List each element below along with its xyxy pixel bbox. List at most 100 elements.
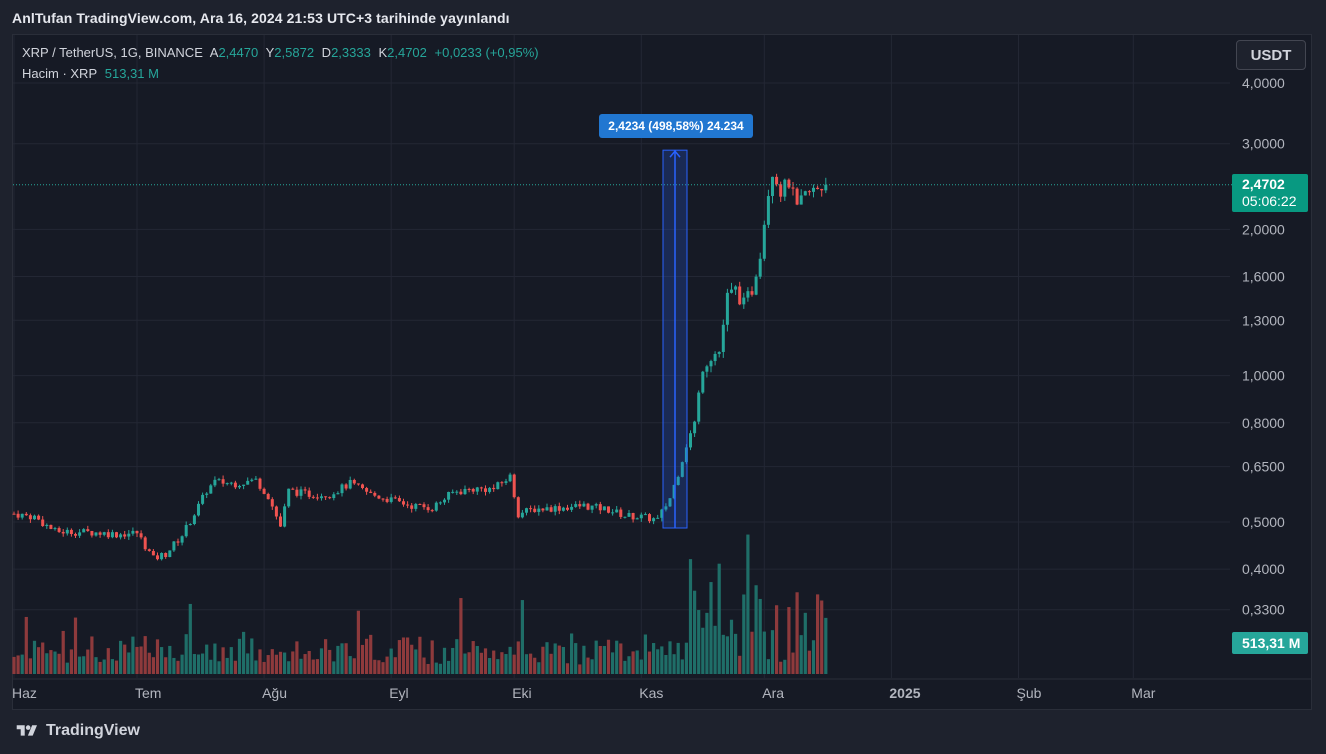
volume-bar (24, 616, 28, 674)
volume-bar (98, 661, 102, 674)
candle-body (791, 187, 795, 189)
candle-body (180, 536, 184, 543)
candle-body (541, 508, 545, 511)
measure-arrow-head (669, 149, 681, 158)
candle-body (779, 184, 783, 197)
volume-bar (414, 649, 418, 674)
candle-body (443, 499, 446, 503)
low-label: D (321, 45, 332, 60)
volume-bar (623, 660, 627, 674)
volume-bar (217, 661, 221, 674)
volume-bar (656, 649, 660, 674)
volume-bar (750, 631, 754, 674)
candle-body (492, 487, 496, 490)
x-tick-label: Eki (512, 685, 531, 701)
volume-bar (299, 658, 303, 674)
candle-body (754, 276, 758, 295)
volume-bar (631, 651, 635, 674)
candle-body (299, 489, 303, 496)
volume-bar (250, 638, 254, 674)
volume-bar (53, 651, 57, 674)
candle-body (397, 498, 401, 502)
candle-body (254, 478, 258, 480)
candle-body (488, 487, 492, 492)
last-price-badge: 2,4702 05:06:22 (1232, 174, 1308, 212)
candle-body (69, 529, 73, 535)
volume-bar (725, 636, 729, 674)
y-tick-label: 1,3000 (1242, 312, 1285, 328)
volume-bar (168, 645, 172, 674)
candle-body (45, 524, 49, 527)
candle-body (57, 528, 61, 532)
volume-bar (225, 657, 229, 674)
footer-brand-label: TradingView (46, 722, 140, 739)
candle-body (279, 516, 282, 527)
volume-bar (78, 656, 82, 674)
footer-brand[interactable]: TradingView (14, 722, 140, 740)
candle-body (287, 488, 291, 507)
candle-body (771, 176, 774, 197)
candle-body (434, 502, 438, 511)
candle-body (98, 532, 102, 535)
candle-body (24, 513, 28, 516)
candle-body (721, 324, 725, 352)
volume-bar (209, 659, 213, 674)
x-tick-label: Şub (1017, 685, 1042, 701)
volume-bar (672, 654, 676, 674)
volume-bar (61, 630, 65, 674)
volume-bar (713, 625, 717, 674)
candle-body (143, 537, 147, 550)
volume-bar (123, 644, 127, 674)
volume-bar (693, 590, 697, 674)
candle-body (393, 497, 397, 499)
volume-bar (590, 659, 594, 674)
candle-body (516, 497, 520, 518)
candle-body (94, 532, 98, 536)
candle-body (86, 529, 90, 531)
symbol-label[interactable]: XRP / TetherUS, 1G, BINANCE (22, 45, 203, 60)
volume-bar (639, 659, 643, 674)
volume-bar (762, 631, 766, 674)
candle-body (447, 491, 451, 500)
candle-body (172, 541, 176, 551)
volume-bar (311, 659, 315, 674)
volume-label[interactable]: Hacim · XRP (22, 66, 98, 81)
candle-body (106, 532, 110, 538)
volume-bar (697, 610, 701, 674)
volume-bar (213, 643, 217, 674)
currency-unit-button[interactable]: USDT (1236, 40, 1306, 70)
candle-body (795, 188, 799, 205)
measure-label: 2,4234 (498,58%) 24.234 (599, 114, 753, 138)
y-tick-label: 3,0000 (1242, 136, 1285, 152)
high-value: 2,5872 (274, 45, 315, 60)
volume-bar (303, 654, 307, 674)
candle-body (356, 483, 360, 485)
volume-bar (537, 662, 541, 674)
volume-value: 513,31 M (104, 66, 159, 81)
volume-bar (86, 649, 90, 674)
volume-bar (393, 657, 397, 674)
y-tick-label: 0,3300 (1242, 602, 1285, 618)
volume-bar (701, 627, 705, 674)
chart-area[interactable] (12, 34, 1312, 710)
candle-body (619, 509, 623, 517)
volume-bar (188, 603, 192, 674)
candle-body (151, 550, 155, 556)
high-label: Y (265, 45, 275, 60)
volume-bar (106, 648, 110, 674)
volume-bar (754, 585, 758, 674)
candle-body (332, 494, 336, 499)
candle-body (660, 509, 664, 518)
volume-bar (205, 644, 209, 674)
volume-bar (114, 660, 119, 674)
candle-body (730, 289, 733, 293)
candle-body (520, 512, 524, 518)
volume-bar (90, 636, 94, 674)
candle-body (602, 506, 606, 511)
candle-body (188, 524, 192, 526)
candle-body (758, 258, 762, 277)
volume-bar (647, 651, 652, 674)
candle-body (164, 553, 168, 558)
volume-bar (717, 563, 721, 674)
